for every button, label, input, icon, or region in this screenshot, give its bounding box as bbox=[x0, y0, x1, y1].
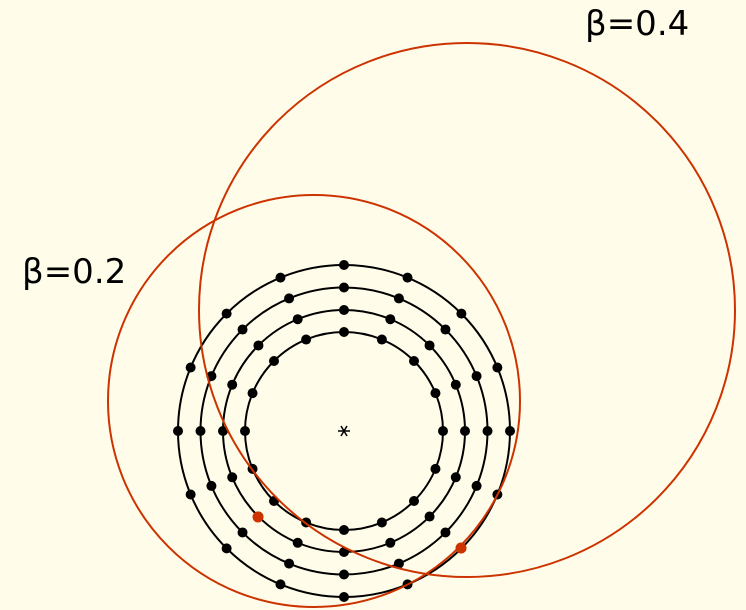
ring-dot bbox=[339, 305, 349, 315]
ring-dot bbox=[438, 426, 448, 436]
ring-dot bbox=[253, 340, 264, 351]
ring-dot bbox=[339, 525, 349, 535]
ring-dot bbox=[173, 426, 183, 436]
ring-dot bbox=[471, 371, 482, 382]
ring-dot bbox=[339, 282, 349, 293]
orbit-beta-0-2 bbox=[107, 194, 521, 608]
ring-dot bbox=[237, 527, 248, 538]
ring-dot bbox=[440, 324, 451, 335]
ring-dot bbox=[292, 537, 303, 548]
ring-dot bbox=[339, 592, 349, 602]
ring-dot bbox=[409, 355, 420, 366]
center-star bbox=[338, 425, 350, 437]
ring-dot bbox=[402, 272, 413, 283]
ring-dot bbox=[385, 314, 396, 325]
ring-dot bbox=[492, 362, 503, 373]
ring-dot bbox=[292, 314, 303, 325]
ring-dot bbox=[275, 579, 286, 590]
ring-dot bbox=[218, 426, 228, 436]
ring-dot bbox=[339, 569, 349, 580]
ring-dot bbox=[301, 334, 312, 345]
ring-dot bbox=[185, 489, 196, 500]
ring-dot bbox=[424, 511, 435, 522]
ring-dot bbox=[430, 463, 441, 474]
ring-dot bbox=[430, 388, 441, 399]
curve-label: β=0.2 bbox=[22, 252, 126, 292]
ring-dot bbox=[471, 480, 482, 491]
ring-dot bbox=[456, 308, 467, 319]
ring-dot bbox=[284, 293, 295, 304]
ring-dot bbox=[227, 379, 238, 390]
ring-dot bbox=[339, 260, 349, 270]
ring-dot bbox=[409, 496, 420, 507]
ring-dot bbox=[450, 379, 461, 390]
orbit-beta-0-4 bbox=[198, 42, 736, 578]
ring-dot bbox=[339, 327, 349, 337]
ring-dot bbox=[393, 558, 404, 569]
ring-dot bbox=[284, 558, 295, 569]
ring-dot bbox=[268, 355, 279, 366]
ring-dot bbox=[376, 517, 387, 528]
ring-dot bbox=[440, 527, 451, 538]
ring-dot bbox=[460, 426, 470, 436]
ring-dot bbox=[505, 426, 515, 436]
ring-dot bbox=[221, 543, 232, 554]
intersection-point bbox=[252, 511, 264, 523]
ring-dot bbox=[482, 426, 493, 436]
ring-dot bbox=[206, 480, 217, 491]
ring-dot bbox=[227, 472, 238, 483]
ring-dot bbox=[424, 340, 435, 351]
ring-dot bbox=[240, 426, 250, 436]
ring-dot bbox=[385, 537, 396, 548]
ring-dot bbox=[195, 426, 206, 436]
ring-dot bbox=[221, 308, 232, 319]
curve-label: β=0.4 bbox=[585, 4, 689, 44]
ring-dot bbox=[275, 272, 286, 283]
ring-dot bbox=[376, 334, 387, 345]
ring-dot bbox=[393, 293, 404, 304]
ring-dot bbox=[247, 388, 258, 399]
ring-dot bbox=[185, 362, 196, 373]
ring-dot bbox=[450, 472, 461, 483]
intersection-point bbox=[455, 542, 467, 554]
ring-dot bbox=[237, 324, 248, 335]
